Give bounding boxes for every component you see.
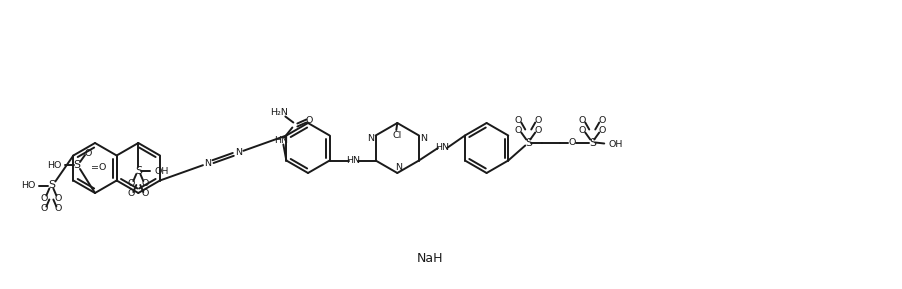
Text: O: O [535,116,542,125]
Text: O: O [142,190,149,199]
Text: S: S [73,160,80,170]
Text: N: N [420,134,428,143]
Text: OH: OH [154,166,169,175]
Text: HO: HO [47,162,61,171]
Text: H₂N: H₂N [271,108,289,117]
Text: N: N [367,134,374,143]
Text: S: S [589,138,595,147]
Text: O: O [306,116,313,125]
Text: O: O [514,126,522,135]
Text: O: O [127,179,135,188]
Text: O: O [599,126,606,135]
Text: O: O [41,194,48,203]
Text: S: S [525,138,532,147]
Text: =O: =O [91,164,106,173]
Text: N: N [205,159,211,168]
Text: O: O [41,204,48,213]
Text: O: O [55,204,62,213]
Text: HO: HO [21,181,35,190]
Text: HN: HN [435,144,449,153]
Text: S: S [48,181,55,190]
Text: O: O [578,126,586,135]
Text: O: O [127,190,135,199]
Text: N: N [395,164,401,173]
Text: O: O [514,116,522,125]
Text: O: O [599,116,606,125]
Text: NaH: NaH [417,251,443,264]
Text: HN: HN [274,136,289,145]
Text: O: O [142,179,149,188]
Text: Cl: Cl [392,131,402,140]
Text: O: O [568,138,576,147]
Text: O: O [55,194,62,203]
Text: O: O [84,149,92,158]
Text: HN: HN [345,156,360,165]
Text: O: O [578,116,586,125]
Text: N: N [235,148,242,157]
Text: OH: OH [608,140,622,149]
Text: S: S [134,166,142,176]
Text: O: O [535,126,542,135]
